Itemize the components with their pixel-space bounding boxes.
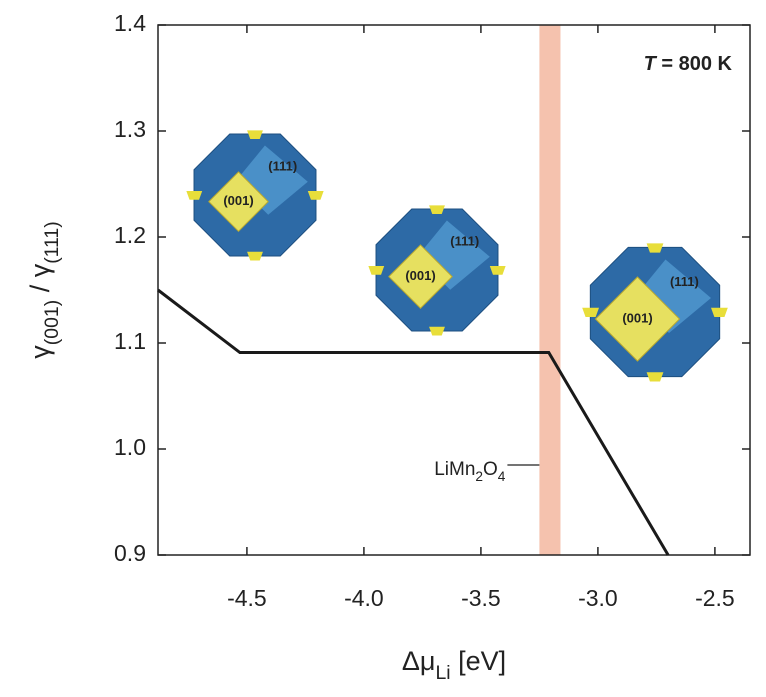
- band-label: LiMn2O4: [434, 459, 506, 484]
- text-part: (111): [41, 221, 63, 264]
- crystal-facet: [647, 372, 664, 381]
- text-part: 4: [498, 469, 506, 484]
- text-part: LiMn: [434, 459, 475, 480]
- text-part: O: [483, 459, 498, 480]
- x-axis-label: ΔμLi [eV]: [402, 646, 506, 684]
- text-part: γ: [25, 263, 55, 277]
- y-axis-label: γ(001) / γ(111): [25, 221, 63, 358]
- y-tick-label: 0.9: [114, 540, 146, 566]
- band: [539, 25, 560, 555]
- facet-label: (001): [622, 310, 652, 325]
- y-tick-label: 1.3: [114, 116, 146, 142]
- facet-label: (111): [450, 234, 479, 249]
- y-tick-label: 1.0: [114, 434, 146, 460]
- crystal-facet: [429, 327, 445, 336]
- crystal-facet: [247, 252, 263, 261]
- facet-label: (001): [223, 193, 253, 208]
- x-tick-label: -4.5: [227, 585, 267, 611]
- text-part: /: [25, 277, 55, 300]
- crystal-inset: (111) (001): [368, 205, 505, 335]
- y-tick-label: 1.1: [114, 328, 146, 354]
- y-tick-label: 1.4: [114, 10, 146, 36]
- text-part: [eV]: [451, 646, 507, 676]
- text-part: (001): [41, 300, 63, 345]
- annotation: T = 800 K: [644, 53, 733, 75]
- text-part: Δμ: [402, 646, 436, 676]
- facet-label: (111): [268, 159, 297, 174]
- text-part: γ: [25, 345, 55, 359]
- facet-label: (001): [405, 268, 435, 283]
- text-part: 2: [475, 469, 483, 484]
- x-tick-label: -3.5: [461, 585, 501, 611]
- text-part: Li: [435, 662, 450, 684]
- x-tick-label: -2.5: [695, 585, 735, 611]
- facet-label: (111): [670, 274, 699, 289]
- crystal-inset: (111) (001): [582, 243, 728, 381]
- chart: (111) (001) (111) (001) (111) (001) 0.9 1.0 1.1 1…: [0, 0, 766, 692]
- x-tick-label: -3.0: [578, 585, 618, 611]
- crystal-inset: (111) (001): [186, 130, 323, 260]
- y-tick-label: 1.2: [114, 222, 146, 248]
- text-part: = 800 K: [656, 53, 733, 75]
- x-tick-label: -4.0: [344, 585, 384, 611]
